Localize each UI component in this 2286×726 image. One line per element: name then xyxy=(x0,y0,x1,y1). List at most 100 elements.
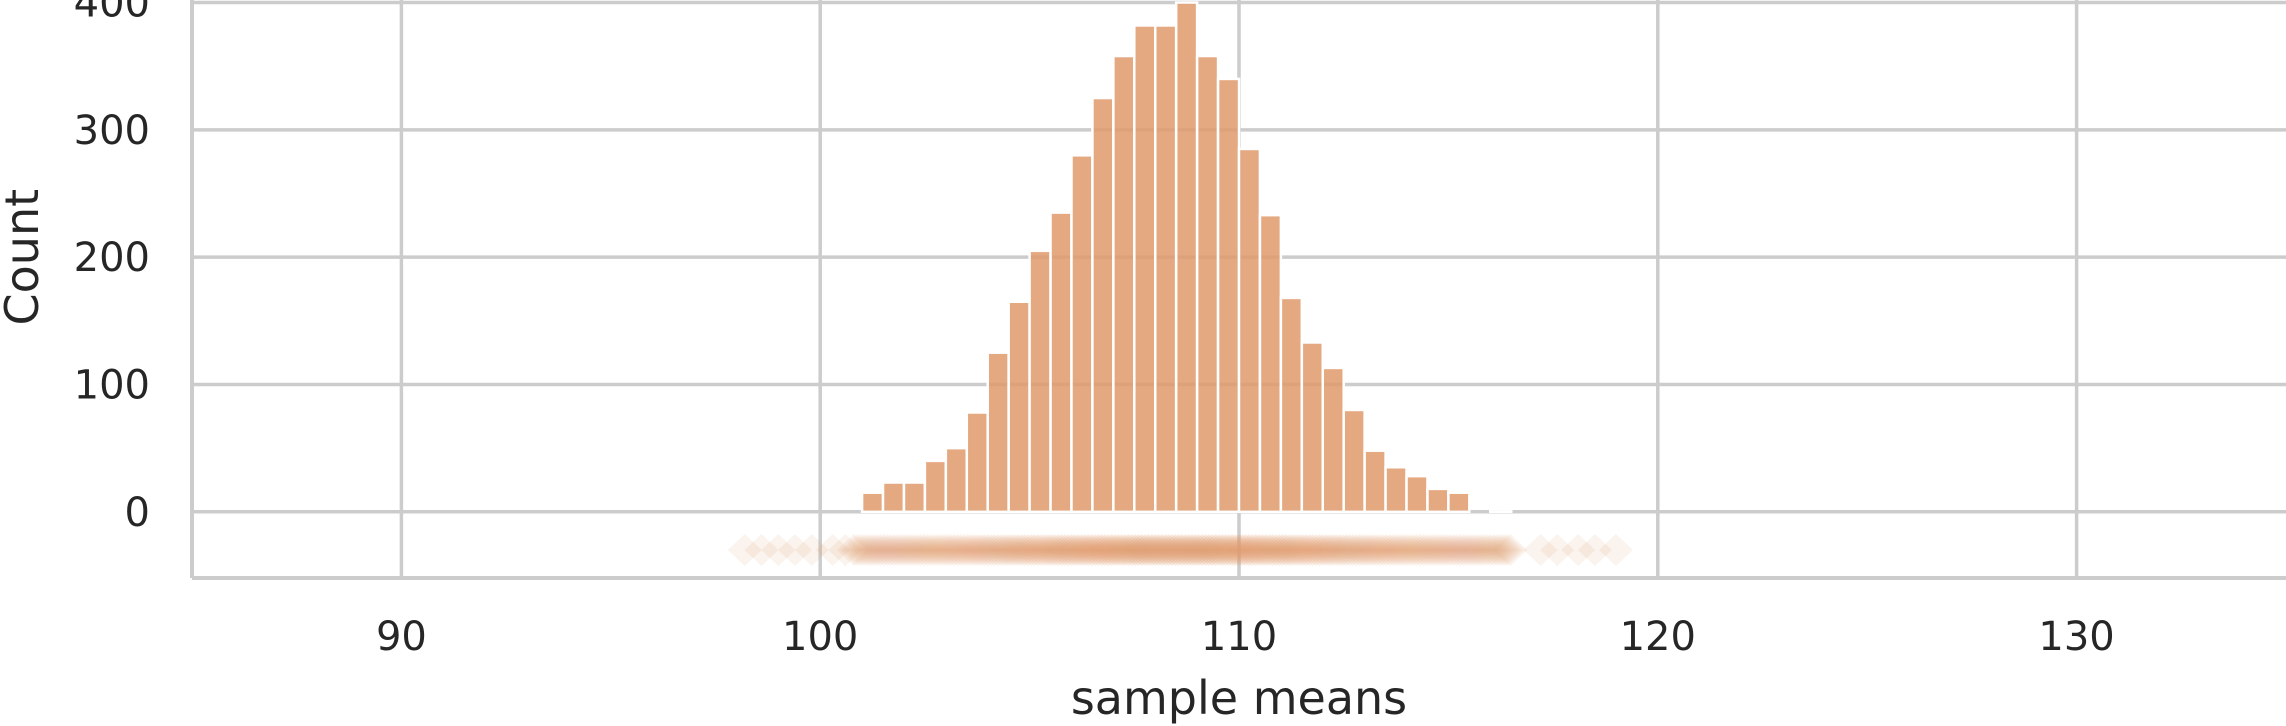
rug-marker xyxy=(1423,533,1458,566)
axes-frame xyxy=(190,0,2286,580)
rug-marker xyxy=(1305,533,1340,566)
rug-marker xyxy=(1379,533,1414,566)
rug-marker xyxy=(1081,533,1116,566)
rug-marker xyxy=(853,533,888,566)
rug-marker xyxy=(1205,533,1240,566)
rug-marker xyxy=(1201,533,1236,566)
rug-marker xyxy=(1490,533,1525,566)
rug-marker xyxy=(1024,533,1059,566)
x-tick-label: 130 xyxy=(2038,614,2114,660)
histogram-bar xyxy=(1028,249,1052,514)
rug-marker xyxy=(920,533,955,566)
rug-marker xyxy=(994,533,1029,566)
rug-marker xyxy=(1077,533,1112,566)
rug-marker xyxy=(761,533,796,566)
rug-marker xyxy=(1295,533,1330,566)
rug-marker xyxy=(1523,533,1558,566)
rug-marker xyxy=(1329,533,1364,566)
rug-marker xyxy=(1345,533,1380,566)
rug-marker xyxy=(866,533,901,566)
rug-marker xyxy=(943,533,978,566)
rug-marker xyxy=(1292,533,1327,566)
rug-marker xyxy=(1302,533,1337,566)
rug-marker xyxy=(1476,533,1511,566)
rug-marker xyxy=(1121,533,1156,566)
rug-marker xyxy=(1369,533,1404,566)
rug-marker xyxy=(1419,533,1454,566)
rug-marker xyxy=(1071,533,1106,566)
rug-marker xyxy=(1469,533,1504,566)
rug-marker xyxy=(1091,533,1126,566)
rug-marker xyxy=(910,533,945,566)
rug-marker xyxy=(1000,533,1035,566)
rug-marker xyxy=(1175,533,1210,566)
rug-marker xyxy=(947,533,982,566)
histogram-bar xyxy=(965,411,989,514)
rug-marker xyxy=(1255,533,1290,566)
rug-marker xyxy=(1493,533,1528,566)
rug-marker xyxy=(1047,533,1082,566)
rug-markers xyxy=(727,533,1633,566)
rug-marker xyxy=(1366,533,1401,566)
rug-marker xyxy=(1057,533,1092,566)
rug-marker xyxy=(828,533,863,566)
rug-marker xyxy=(984,533,1019,566)
rug-marker xyxy=(1356,533,1391,566)
rug-marker xyxy=(1577,533,1612,566)
rug-marker xyxy=(1222,533,1256,566)
rug-marker xyxy=(778,533,813,566)
rug-marker xyxy=(1228,533,1263,566)
rug-marker xyxy=(1416,533,1451,566)
histogram-bar xyxy=(860,491,885,514)
rug-marker xyxy=(977,533,1012,566)
rug-marker xyxy=(1446,533,1481,566)
rug-marker xyxy=(1433,533,1468,566)
rug-marker xyxy=(1128,533,1163,566)
rug-marker xyxy=(1376,533,1411,566)
rug-marker xyxy=(900,533,935,566)
rug-marker xyxy=(1041,533,1076,566)
rug-marker xyxy=(1185,533,1220,566)
rug-marker xyxy=(1208,533,1243,566)
rug-marker xyxy=(1178,533,1213,566)
rug-marker xyxy=(1087,533,1122,566)
rug-marker xyxy=(1285,533,1320,566)
rug-marker xyxy=(1245,533,1280,566)
rug-marker xyxy=(1191,533,1226,566)
rug-marker xyxy=(937,533,972,566)
rug-marker xyxy=(1443,533,1478,566)
rug-marker xyxy=(1154,533,1189,566)
rug-marker xyxy=(1218,533,1253,566)
rug-marker xyxy=(960,533,995,566)
rug-marker xyxy=(1067,533,1102,566)
rug-marker xyxy=(1429,533,1464,566)
rug-marker xyxy=(907,533,942,566)
x-tick-label: 100 xyxy=(782,614,858,660)
rug-marker xyxy=(1252,533,1287,566)
y-tick-label: 400 xyxy=(74,0,150,27)
histogram-bar xyxy=(1237,147,1262,514)
rug-marker xyxy=(1141,533,1176,566)
rug-marker xyxy=(1114,533,1149,566)
rug-marker xyxy=(1084,533,1119,566)
rug-marker xyxy=(860,533,895,566)
rug-marker xyxy=(1486,533,1521,566)
histogram-bar xyxy=(923,459,948,514)
rug-marker xyxy=(1453,533,1488,566)
rug-marker xyxy=(974,533,1009,566)
rug-marker xyxy=(1051,533,1086,566)
rug-marker xyxy=(1386,533,1421,566)
rug-marker xyxy=(886,533,921,566)
rug-marker xyxy=(917,533,952,566)
rug-marker xyxy=(876,533,911,566)
rug-marker xyxy=(1168,533,1203,566)
rug-marker xyxy=(1054,533,1089,566)
rug-marker xyxy=(1151,533,1186,566)
x-tick-label: 90 xyxy=(376,614,427,660)
rug-marker xyxy=(1098,533,1133,566)
rug-marker xyxy=(1165,533,1200,566)
rug-marker xyxy=(850,533,885,566)
rug-marker xyxy=(1258,533,1293,566)
rug-marker xyxy=(1094,533,1129,566)
histogram-bar xyxy=(1133,24,1157,514)
